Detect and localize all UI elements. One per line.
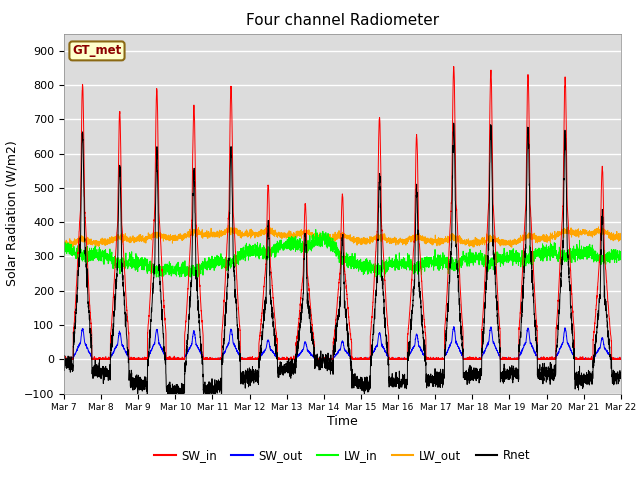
Line: SW_out: SW_out bbox=[64, 326, 621, 360]
SW_in bbox=[60, 356, 68, 362]
SW_out bbox=[616, 356, 624, 362]
LW_in bbox=[152, 274, 160, 280]
Line: Rnet: Rnet bbox=[64, 123, 621, 401]
LW_out bbox=[616, 235, 624, 240]
LW_in bbox=[468, 259, 476, 264]
Rnet bbox=[60, 362, 68, 368]
LW_out bbox=[225, 222, 232, 228]
SW_in bbox=[436, 356, 444, 362]
Title: Four channel Radiometer: Four channel Radiometer bbox=[246, 13, 439, 28]
SW_in bbox=[450, 63, 458, 69]
LW_out bbox=[322, 234, 330, 240]
SW_out bbox=[450, 324, 458, 329]
Line: LW_in: LW_in bbox=[64, 229, 621, 277]
LW_out bbox=[161, 231, 168, 237]
Rnet bbox=[436, 384, 444, 390]
LW_in bbox=[436, 252, 444, 258]
X-axis label: Time: Time bbox=[327, 415, 358, 428]
SW_out bbox=[161, 351, 168, 357]
LW_out bbox=[499, 241, 507, 247]
Line: SW_in: SW_in bbox=[64, 66, 621, 360]
SW_in bbox=[161, 307, 168, 313]
Rnet bbox=[178, 398, 186, 404]
Rnet bbox=[468, 376, 476, 382]
SW_out bbox=[436, 356, 444, 361]
LW_in bbox=[617, 252, 625, 258]
Line: LW_out: LW_out bbox=[64, 225, 621, 248]
SW_out bbox=[322, 357, 330, 362]
LW_out bbox=[468, 240, 476, 246]
Rnet bbox=[499, 368, 507, 374]
LW_in bbox=[161, 266, 168, 272]
SW_in bbox=[468, 355, 476, 360]
LW_in bbox=[499, 254, 507, 260]
Text: GT_met: GT_met bbox=[72, 44, 122, 58]
LW_out bbox=[436, 242, 444, 248]
SW_out bbox=[499, 356, 507, 362]
SW_in bbox=[499, 355, 507, 360]
SW_in bbox=[60, 357, 68, 362]
SW_out bbox=[60, 356, 68, 362]
Legend: SW_in, SW_out, LW_in, LW_out, Rnet: SW_in, SW_out, LW_in, LW_out, Rnet bbox=[150, 444, 535, 467]
Rnet bbox=[617, 372, 625, 377]
LW_in bbox=[312, 227, 319, 232]
Y-axis label: Solar Radiation (W/m2): Solar Radiation (W/m2) bbox=[5, 141, 19, 287]
Rnet bbox=[616, 376, 624, 382]
SW_in bbox=[616, 357, 624, 362]
LW_out bbox=[60, 240, 68, 245]
Rnet bbox=[322, 365, 330, 371]
SW_out bbox=[468, 357, 476, 362]
Rnet bbox=[450, 120, 458, 126]
LW_in bbox=[60, 245, 68, 251]
LW_in bbox=[616, 253, 624, 259]
SW_out bbox=[617, 356, 625, 362]
Rnet bbox=[160, 344, 168, 349]
SW_in bbox=[617, 357, 625, 362]
LW_in bbox=[322, 229, 330, 235]
LW_out bbox=[617, 236, 625, 242]
LW_out bbox=[63, 245, 71, 251]
SW_out bbox=[61, 357, 68, 362]
SW_in bbox=[322, 357, 330, 362]
